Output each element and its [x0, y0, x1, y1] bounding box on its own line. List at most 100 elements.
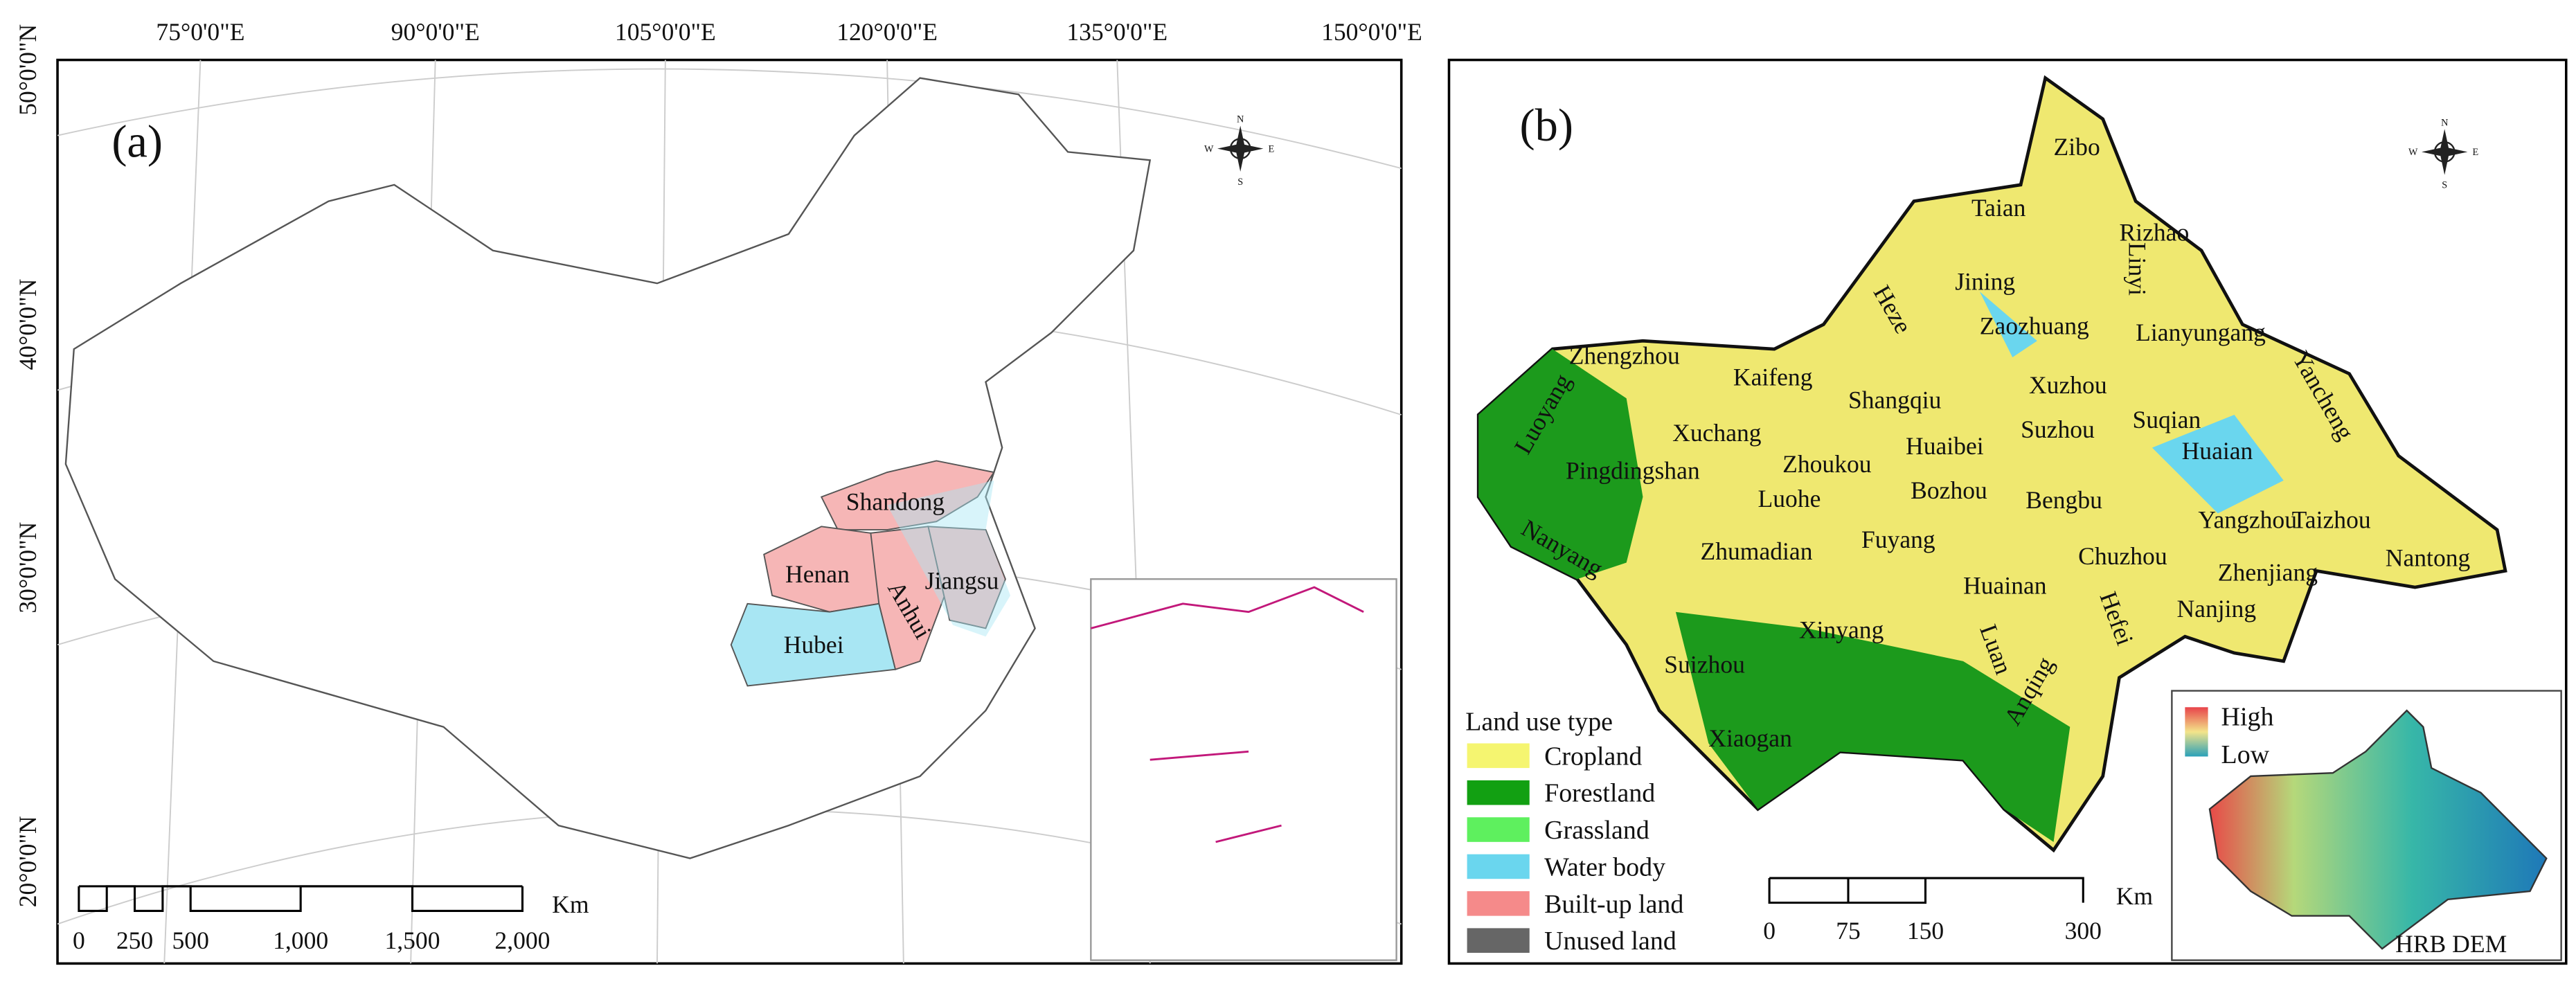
city-label: Huaibei [1906, 432, 1984, 460]
province-label: Hubei [784, 631, 844, 659]
legend-label: Unused land [1544, 927, 1676, 956]
scale-label: 75 [1836, 917, 1861, 945]
city-label: Suzhou [2021, 415, 2095, 443]
scale-label: 0 [73, 927, 85, 954]
city-label: Xuchang [1672, 419, 1762, 447]
scale-unit: Km [2116, 882, 2154, 910]
legend-label: Cropland [1544, 742, 1642, 771]
compass-label: S [2442, 180, 2447, 191]
city-label: Huainan [1963, 572, 2047, 600]
city-label: Zibo [2054, 133, 2100, 161]
city-label: Linyi [2124, 242, 2152, 296]
legend-label: Built-up land [1544, 890, 1683, 919]
dem-inset: High Low HRB DEM [2171, 690, 2562, 961]
lon-label: 150°0'0"E [1321, 18, 1422, 46]
compass-label: N [2441, 117, 2448, 128]
city-label: Luohe [1758, 485, 1821, 512]
city-label: Taizhou [2292, 506, 2371, 534]
scale-label: 500 [172, 927, 209, 954]
legend-swatch [1467, 780, 1530, 805]
city-label: Yangzhou [2198, 506, 2297, 534]
legend-label: Grassland [1544, 816, 1649, 845]
legend-label: Water body [1544, 852, 1665, 882]
jiangsu [927, 526, 1006, 629]
lon-label: 90°0'0"E [391, 18, 480, 46]
city-label: Zhenjiang [2218, 559, 2318, 587]
compass-label: W [1204, 143, 1214, 154]
scale-label: 150 [1907, 917, 1944, 945]
scale-unit: Km [552, 891, 589, 918]
city-label: Taian [1971, 194, 2026, 222]
lon-label: 105°0'0"E [615, 18, 716, 46]
province-label: Henan [785, 560, 850, 588]
city-label: Bozhou [1911, 476, 1987, 504]
city-label: Zhumadian [1700, 537, 1812, 565]
compass: N E S W [1204, 114, 1274, 188]
lon-label: 135°0'0"E [1066, 18, 1168, 46]
city-label: Xinyang [1799, 616, 1884, 644]
city-label: Jining [1955, 268, 2015, 296]
hubei [730, 602, 897, 687]
compass-label: E [2473, 147, 2479, 158]
dem-low: Low [2221, 740, 2270, 769]
city-label: Suqian [2132, 406, 2201, 433]
city-label: Zhengzhou [1569, 341, 1680, 369]
city-label: Bengbu [2025, 486, 2102, 514]
province-label: Shandong [846, 488, 945, 516]
city-label: Chuzhou [2078, 542, 2167, 570]
scale-bar [1768, 877, 2084, 904]
lat-label: 50°0'0"N [14, 24, 42, 116]
lat-label: 40°0'0"N [14, 279, 42, 370]
islands [1090, 586, 1364, 843]
lon-label: 120°0'0"E [837, 18, 938, 46]
compass-label: W [2408, 147, 2418, 158]
compass-label: E [1269, 143, 1275, 154]
lat-label: 20°0'0"N [14, 816, 42, 907]
legend-swatch [1467, 928, 1530, 953]
dem-high: High [2221, 702, 2274, 731]
water-bodies [1979, 292, 2284, 514]
scale-label: 250 [116, 927, 153, 954]
city-label: Rizhao [2119, 219, 2189, 247]
city-label: Fuyang [1861, 526, 1935, 553]
shandong [820, 460, 995, 531]
compass-label: N [1237, 114, 1244, 125]
scale-label: 300 [2065, 917, 2102, 945]
scale-label: 2,000 [494, 927, 550, 954]
lat-label: 30°0'0"N [14, 522, 42, 614]
province-label: Jiangsu [925, 566, 999, 594]
city-label: Zaozhuang [1980, 312, 2089, 340]
city-label: Shangqiu [1848, 386, 1942, 414]
scale-label: 1,500 [384, 927, 440, 954]
forest-south [1675, 611, 2070, 842]
compass-label: S [1237, 177, 1243, 188]
water-overlay [887, 480, 1011, 637]
panel-label: (a) [111, 117, 163, 168]
panel-a: (a) 75°0'0"E 90°0'0"E 105°0'0"E 120°0'0"… [14, 18, 1422, 965]
scale-label: 0 [1763, 917, 1776, 945]
city-label: Lianyungang [2136, 319, 2266, 346]
city-label: Suizhou [1664, 650, 1745, 678]
legend-swatch [1467, 891, 1530, 916]
legend-title: Land use type [1465, 708, 1613, 737]
scale-label: 1,000 [273, 927, 328, 954]
city-label: Nantong [2386, 544, 2471, 571]
city-label: Xuzhou [2029, 371, 2107, 399]
city-label: Huaian [2182, 437, 2253, 465]
panel-label: (b) [1520, 100, 1573, 151]
city-label: Pingdingshan [1566, 457, 1700, 485]
south-sea-inset [1090, 578, 1397, 961]
city-label: Nanjing [2176, 595, 2256, 623]
city-label: Zhoukou [1782, 450, 1872, 478]
legend-swatch [1467, 817, 1530, 842]
lon-label: 75°0'0"E [156, 18, 244, 46]
city-label: Kaifeng [1733, 363, 1813, 391]
legend-label: Forestland [1544, 779, 1655, 808]
forest-west [1478, 349, 1643, 580]
legend-swatch [1467, 743, 1530, 769]
legend-swatch [1467, 854, 1530, 879]
city-label: Xiaogan [1708, 724, 1792, 752]
compass: N E S W [2408, 117, 2478, 190]
